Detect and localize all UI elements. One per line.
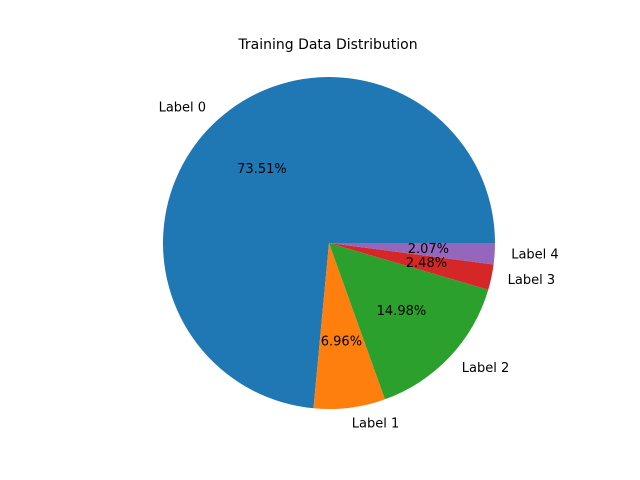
category-label: Label 1: [352, 417, 399, 432]
pie-slice-label-2: [329, 243, 489, 400]
pie-slices: [162, 76, 495, 409]
category-label: Label 4: [511, 247, 558, 262]
percentage-label: 73.51%: [237, 162, 287, 177]
percentage-label: 14.98%: [377, 304, 427, 319]
pie-slice-label-1: [313, 243, 385, 409]
pie-slice-label-4: [329, 243, 495, 265]
pie-labels: Label 0 73.51% Label 1 6.96% Label 2 14.98% La…: [159, 100, 559, 431]
pie-slice-label-3: [329, 243, 494, 290]
pie-slice-label-0: [162, 76, 495, 409]
percentage-label: 6.96%: [321, 334, 362, 349]
category-label: Label 3: [508, 273, 555, 288]
category-label: Label 0: [159, 100, 206, 115]
percentage-label: 2.48%: [406, 256, 447, 271]
chart-title: Training Data Distribution: [237, 37, 417, 53]
percentage-label: 2.07%: [408, 242, 449, 257]
category-label: Label 2: [462, 361, 509, 376]
